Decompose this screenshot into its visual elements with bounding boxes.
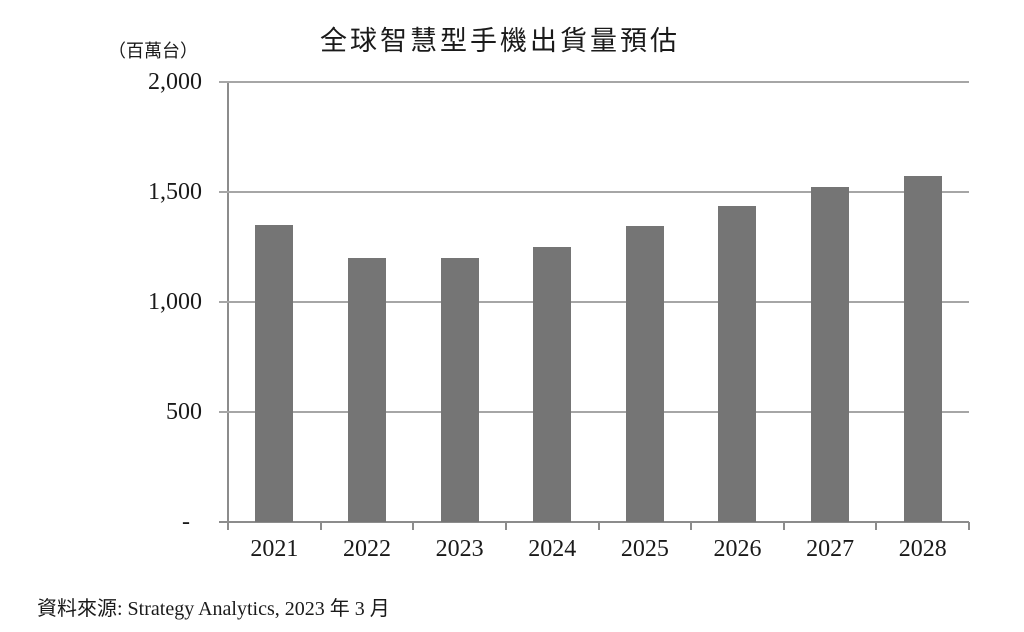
- gridline-y-1000: [219, 301, 969, 303]
- bar-2023: [440, 258, 479, 522]
- gridline-y-500: [219, 411, 969, 413]
- x-axis-tick: [782, 522, 785, 530]
- bar-2028: [903, 175, 942, 522]
- x-axis-tick: [504, 522, 507, 530]
- y-tick-label-2000: 2,000: [148, 69, 202, 95]
- bar-2021: [255, 225, 294, 522]
- x-axis-tick: [597, 522, 600, 530]
- source-note: 資料來源: Strategy Analytics, 2023 年 3 月: [37, 598, 390, 620]
- x-tick-label-2024: 2024: [528, 536, 577, 562]
- x-tick-label-2022: 2022: [342, 536, 391, 562]
- x-tick-label-2023: 2023: [435, 536, 484, 562]
- x-tick-label-2025: 2025: [620, 536, 669, 562]
- x-axis-tick: [690, 522, 693, 530]
- bar-2027: [811, 186, 850, 522]
- x-axis-tick: [227, 522, 229, 530]
- x-axis-tick: [412, 522, 415, 530]
- x-tick-label-2027: 2027: [806, 536, 855, 562]
- bar-2025: [625, 226, 664, 522]
- y-tick-label-1000: 1,000: [148, 289, 202, 315]
- y-axis-unit-label: （百萬台）: [108, 41, 198, 61]
- y-tick-label-1500: 1,500: [148, 179, 202, 205]
- x-tick-label-2028: 2028: [898, 536, 947, 562]
- x-axis-tick: [319, 522, 322, 530]
- gridline-y-2000: [219, 81, 969, 83]
- plot-area: [219, 81, 970, 530]
- chart-title: 全球智慧型手機出貨量預估: [320, 26, 680, 56]
- y-tick-label-0: -: [182, 509, 190, 535]
- x-axis-tick: [875, 522, 878, 530]
- bar-2022: [347, 258, 386, 522]
- bar-2026: [718, 206, 757, 522]
- y-tick-label-500: 500: [166, 399, 202, 425]
- x-tick-label-2026: 2026: [713, 536, 762, 562]
- x-axis-line: [219, 521, 969, 523]
- x-axis-tick: [968, 522, 970, 530]
- x-tick-label-2021: 2021: [250, 536, 299, 562]
- bar-2024: [533, 247, 572, 522]
- gridline-y-1500: [219, 191, 969, 193]
